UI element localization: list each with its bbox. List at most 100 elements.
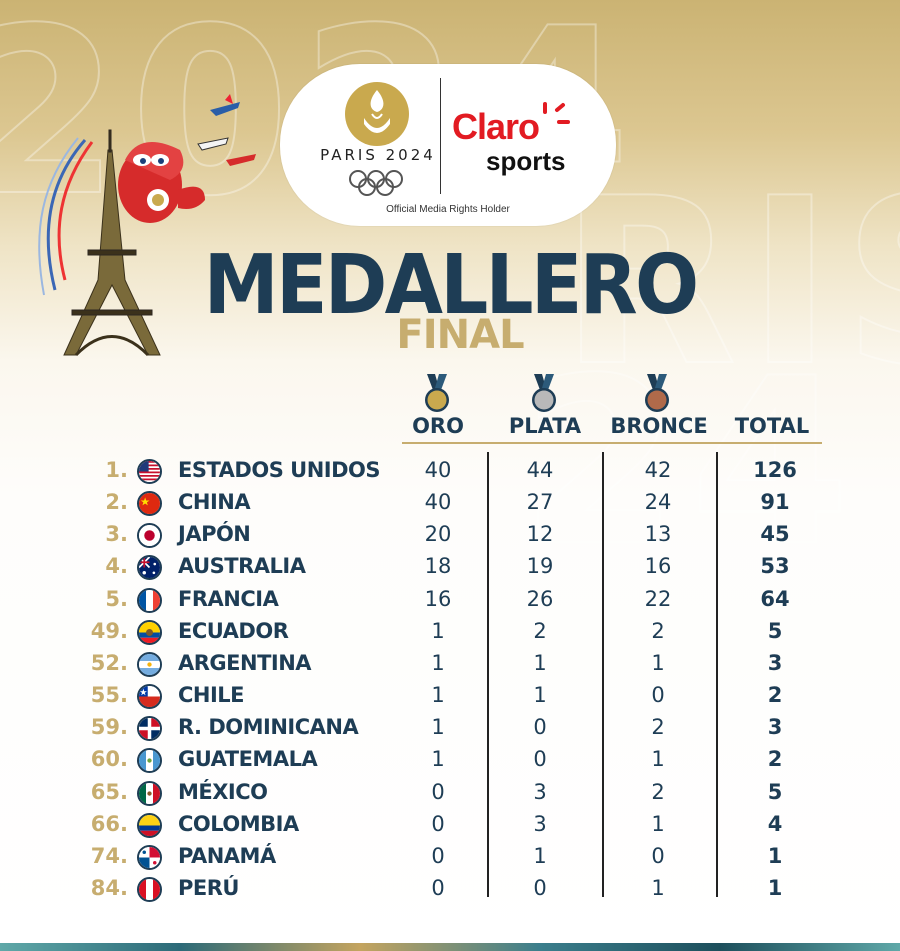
claro-logo-text: Claro <box>452 106 540 147</box>
country-name: COLOMBIA <box>178 811 299 836</box>
colombia-flag-icon <box>137 812 162 838</box>
claro-rays-icon <box>543 102 570 124</box>
rank-label: 3. <box>105 522 128 547</box>
rank-label: 49. <box>90 618 128 643</box>
rank-label: 4. <box>105 554 128 579</box>
bronze-count: 2 <box>651 715 665 740</box>
rank-label: 65. <box>90 779 128 804</box>
sponsor-logo-panel <box>280 64 616 226</box>
country-name: PERÚ <box>178 875 239 900</box>
gold-count: 20 <box>424 522 452 547</box>
bronze-count: 1 <box>651 650 665 675</box>
country-name: CHILE <box>178 683 245 708</box>
gold-count: 16 <box>424 586 452 611</box>
silver-count: 0 <box>533 747 547 772</box>
bronze-count: 24 <box>644 490 672 515</box>
bottom-decorative-strip <box>0 943 900 951</box>
page-subtitle: FINAL <box>396 312 524 358</box>
total-count: 126 <box>753 458 797 482</box>
gold-medal-icon <box>425 374 449 412</box>
table-row: 5. FRANCIA 16 26 22 64 <box>0 584 900 616</box>
total-count: 3 <box>767 650 783 675</box>
gold-count: 1 <box>431 650 445 675</box>
gold-count: 40 <box>424 490 452 515</box>
silver-count: 26 <box>526 586 554 611</box>
total-count: 5 <box>767 618 783 643</box>
country-name: ECUADOR <box>178 618 289 643</box>
total-count: 1 <box>767 843 783 868</box>
gold-count: 1 <box>431 715 445 740</box>
total-count: 3 <box>767 715 783 740</box>
rank-label: 84. <box>90 875 128 900</box>
argentina-flag-icon <box>137 651 162 677</box>
rank-label: 5. <box>105 586 128 611</box>
paris-2024-emblem-icon <box>345 82 409 146</box>
bronze-count: 22 <box>644 586 672 611</box>
gold-count: 40 <box>424 458 452 482</box>
table-row: 59. R. DOMINICANA 1 0 2 3 <box>0 712 900 744</box>
table-row: 84. PERÚ 0 0 1 1 <box>0 873 900 905</box>
rank-label: 60. <box>90 747 128 772</box>
rank-label: 1. <box>105 458 128 482</box>
silver-count: 3 <box>533 811 547 836</box>
ecuador-flag-icon <box>137 619 162 645</box>
bronze-count: 42 <box>644 458 672 482</box>
rank-label: 66. <box>90 811 128 836</box>
bronze-medal-icon <box>645 374 669 412</box>
bronze-count: 1 <box>651 875 665 900</box>
logo-divider <box>440 78 441 194</box>
usa-flag-icon <box>137 459 162 484</box>
bronze-count: 0 <box>651 843 665 868</box>
table-row: 49. ECUADOR 1 2 2 5 <box>0 616 900 648</box>
silver-count: 19 <box>526 554 554 579</box>
country-name: CHINA <box>178 490 251 515</box>
gold-count: 0 <box>431 779 445 804</box>
panama-flag-icon <box>137 844 162 870</box>
olympic-rings-icon <box>349 170 403 196</box>
silver-medal-icon <box>532 374 556 412</box>
total-count: 2 <box>767 683 783 708</box>
japan-flag-icon <box>137 523 162 549</box>
rank-label: 52. <box>90 650 128 675</box>
gold-count: 0 <box>431 811 445 836</box>
country-name: JAPÓN <box>178 522 251 547</box>
country-name: MÉXICO <box>178 779 268 804</box>
peru-flag-icon <box>137 876 162 902</box>
bronze-count: 1 <box>651 747 665 772</box>
column-header-total: TOTAL <box>734 414 810 438</box>
table-row: 52. ARGENTINA 1 1 1 3 <box>0 648 900 680</box>
total-count: 91 <box>760 490 790 515</box>
table-row: 60. GUATEMALA 1 0 1 2 <box>0 744 900 776</box>
silver-count: 1 <box>533 683 547 708</box>
media-rights-label: Official Media Rights Holder <box>386 204 510 215</box>
header-underline <box>402 442 822 444</box>
silver-count: 0 <box>533 715 547 740</box>
sports-logo-text: sports <box>486 146 566 176</box>
gold-count: 0 <box>431 875 445 900</box>
bronze-count: 1 <box>651 811 665 836</box>
rank-label: 2. <box>105 490 128 515</box>
australia-flag-icon <box>137 555 162 581</box>
rank-label: 74. <box>90 843 128 868</box>
mascot-illustration <box>38 94 256 357</box>
bronze-count: 13 <box>644 522 672 547</box>
column-separator <box>602 452 604 897</box>
table-row: 65. MÉXICO 0 3 2 5 <box>0 777 900 809</box>
dominican-flag-icon <box>137 716 162 742</box>
silver-count: 3 <box>533 779 547 804</box>
country-name: ESTADOS UNIDOS <box>178 458 381 482</box>
total-count: 64 <box>760 586 790 611</box>
rank-label: 55. <box>90 683 128 708</box>
gold-count: 1 <box>431 683 445 708</box>
gold-count: 18 <box>424 554 452 579</box>
france-flag-icon <box>137 587 162 613</box>
country-name: ARGENTINA <box>178 650 312 675</box>
column-separator <box>487 452 489 897</box>
rank-label: 59. <box>90 715 128 740</box>
country-name: GUATEMALA <box>178 747 318 772</box>
guatemala-flag-icon <box>137 748 162 774</box>
column-header-gold: ORO <box>412 414 464 438</box>
gold-count: 1 <box>431 618 445 643</box>
country-name: AUSTRALIA <box>178 554 306 579</box>
total-count: 2 <box>767 747 783 772</box>
